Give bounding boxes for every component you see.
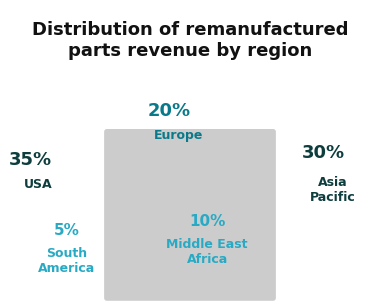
Text: Europe: Europe — [154, 129, 203, 142]
FancyBboxPatch shape — [103, 128, 277, 301]
Text: 20%: 20% — [147, 102, 191, 119]
Text: 35%: 35% — [9, 151, 52, 169]
Text: Distribution of remanufactured
parts revenue by region: Distribution of remanufactured parts rev… — [32, 21, 348, 60]
Text: Middle East
Africa: Middle East Africa — [166, 238, 248, 266]
Text: 30%: 30% — [301, 145, 345, 162]
Text: USA: USA — [24, 178, 52, 191]
Text: 10%: 10% — [189, 214, 225, 228]
Text: South
America: South America — [38, 247, 95, 275]
Text: Asia
Pacific: Asia Pacific — [310, 176, 355, 204]
Text: 5%: 5% — [54, 223, 79, 238]
